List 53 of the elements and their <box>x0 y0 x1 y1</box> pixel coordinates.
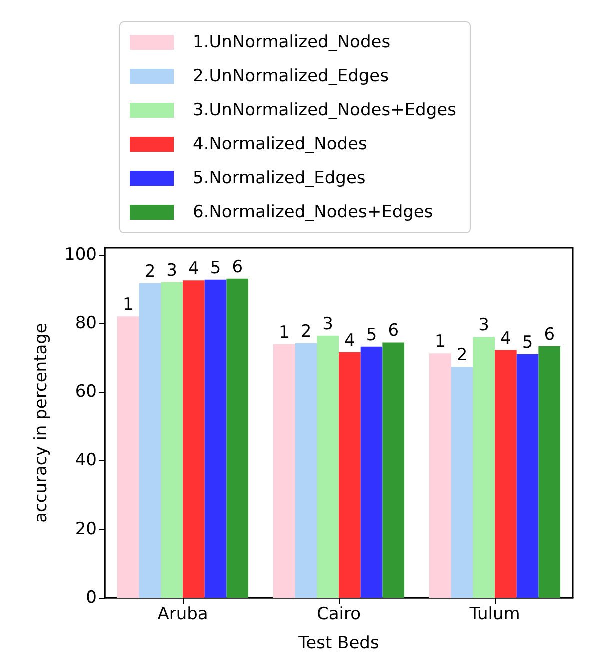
annotation: 4 <box>500 328 512 349</box>
annotation: 4 <box>344 330 356 351</box>
bar <box>516 354 539 598</box>
y-tick-label: 0 <box>86 588 97 608</box>
bar <box>139 283 162 598</box>
annotation: 3 <box>166 260 178 281</box>
bar <box>339 352 361 598</box>
annotation: 5 <box>210 258 222 278</box>
annotation: 3 <box>322 314 334 334</box>
legend-label: 4.Normalized_Nodes <box>193 134 368 154</box>
bar <box>495 350 517 598</box>
bar <box>273 344 296 598</box>
annotation: 6 <box>544 324 556 345</box>
x-tick-label: Aruba <box>158 604 208 624</box>
annotation: 5 <box>366 325 378 346</box>
bar <box>473 337 495 598</box>
annotation: 5 <box>522 332 534 353</box>
x-axis-title: Test Beds <box>298 634 380 654</box>
y-tick-label: 80 <box>75 313 97 334</box>
bar <box>161 282 183 598</box>
annotation: 2 <box>300 322 312 342</box>
y-tick-label: 40 <box>75 450 97 471</box>
annotation: 6 <box>232 257 244 278</box>
x-tick-label: Tulum <box>468 604 520 624</box>
bar <box>204 280 227 598</box>
annotation: 1 <box>278 322 290 343</box>
annotation: 2 <box>456 346 468 366</box>
bar <box>183 280 205 598</box>
legend-label: 6.Normalized_Nodes+Edges <box>193 202 434 222</box>
bar <box>117 316 140 598</box>
x-tick-label: Cairo <box>316 604 362 624</box>
legend-label: 1.UnNormalized_Nodes <box>193 32 391 52</box>
bar <box>317 336 339 598</box>
y-tick-label: 20 <box>75 519 97 540</box>
y-tick-label: 100 <box>64 244 97 265</box>
y-tick-label: 60 <box>75 382 97 402</box>
annotation: 2 <box>144 262 156 282</box>
annotation: 4 <box>188 259 200 280</box>
bar <box>295 343 318 598</box>
bar <box>451 367 474 598</box>
bar <box>382 342 405 598</box>
bar <box>429 354 452 598</box>
bar <box>226 278 249 598</box>
y-axis-title: accuracy in percentage <box>32 323 52 523</box>
annotation: 3 <box>478 316 490 336</box>
legend-label: 5.Normalized_Edges <box>193 168 366 188</box>
legend-label: 3.UnNormalized_Nodes+Edges <box>193 100 457 120</box>
bar <box>360 346 383 598</box>
annotation: 1 <box>434 332 446 352</box>
annotation: 1 <box>122 295 134 316</box>
annotation: 6 <box>388 321 400 342</box>
legend-label: 2.UnNormalized_Edges <box>193 66 390 86</box>
bar <box>538 346 561 598</box>
